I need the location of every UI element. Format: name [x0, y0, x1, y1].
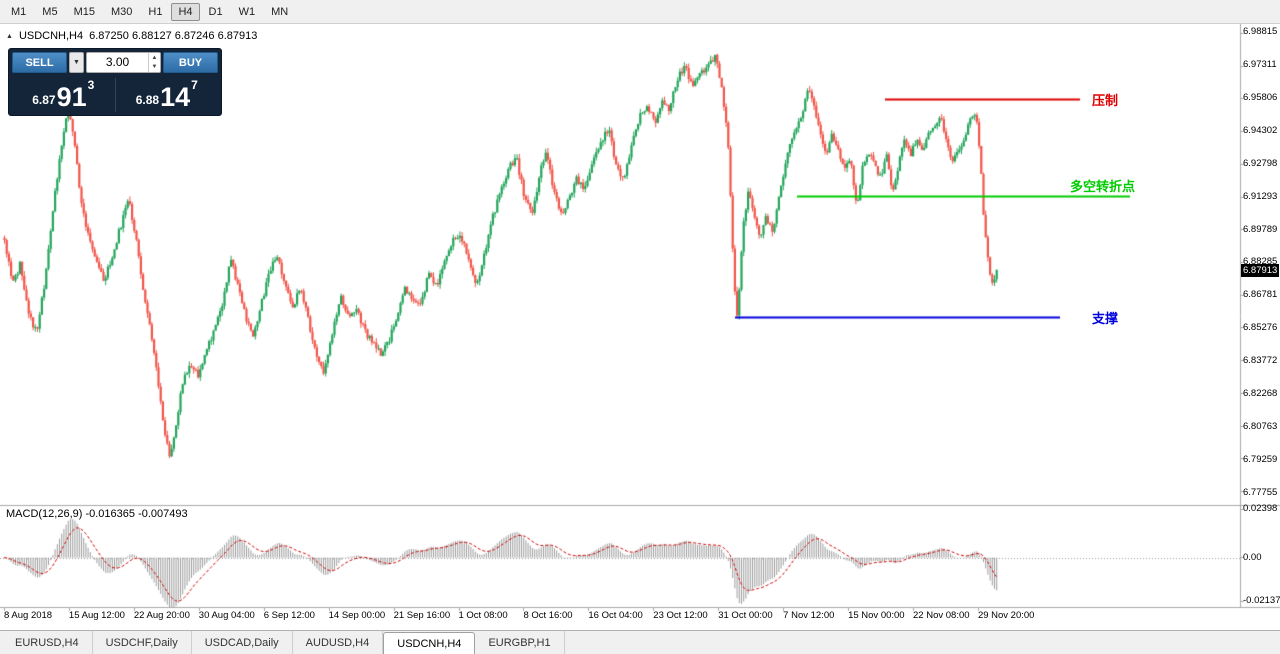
spin-up-icon[interactable]: ▲: [151, 54, 158, 61]
pivot-annotation: 多空转折点: [1070, 179, 1136, 194]
price-axis-label: 6.94302: [1243, 124, 1278, 136]
time-axis-label: 22 Nov 08:00: [913, 610, 970, 621]
spin-down-icon[interactable]: ▼: [151, 64, 158, 71]
time-axis-label: 31 Oct 00:00: [718, 610, 773, 621]
price-axis-label: 6.83772: [1243, 355, 1278, 367]
chevron-down-icon: ▼: [73, 59, 80, 66]
buy-price-prefix: 6.88: [135, 93, 160, 107]
timeframe-toolbar: M1 M5 M15 M30 H1 H4 D1 W1 MN: [0, 0, 1280, 24]
price-axis-label: 6.91293: [1243, 190, 1278, 202]
volume-dropdown-button[interactable]: ▼: [69, 52, 84, 73]
macd-indicator-label: MACD(12,26,9) -0.016365 -0.007493: [6, 508, 188, 520]
sell-button[interactable]: SELL: [12, 52, 67, 73]
buy-price-pip: 7: [191, 78, 198, 92]
timeframe-button[interactable]: M15: [73, 5, 95, 18]
timeframe-button[interactable]: D1: [208, 5, 223, 18]
timeframe-button[interactable]: H4: [171, 2, 200, 21]
chart-tab-bar: EURUSD,H4 USDCHF,Daily USDCAD,Daily AUDUSD,…: [0, 630, 1280, 654]
price-axis[interactable]: 6.98815 6.97311 6.95806 6.94302 6.92798 6.912…: [1243, 27, 1279, 498]
time-axis-label: 30 Aug 04:00: [198, 610, 255, 621]
volume-stepper: ▲ ▼: [148, 53, 160, 72]
chart-tab[interactable]: EURGBP,H1: [475, 631, 565, 654]
price-axis-label: 6.88285: [1243, 256, 1278, 268]
macd-axis-top-label: 0.02398: [1243, 503, 1278, 514]
chart-ohlc-values: 6.87250 6.88127 6.87246 6.87913: [89, 30, 258, 42]
time-axis-label: 8 Oct 16:00: [523, 610, 573, 621]
chart-tab[interactable]: AUDUSD,H4: [293, 631, 384, 654]
chart-tab[interactable]: USDCHF,Daily: [93, 631, 192, 654]
price-axis-label: 6.89789: [1243, 223, 1278, 235]
time-axis-label: 7 Nov 12:00: [783, 610, 835, 621]
current-price-box: 6.87913: [1241, 264, 1279, 277]
sell-price-big: 91: [56, 82, 87, 112]
sell-price-prefix: 6.87: [32, 93, 56, 107]
price-axis-label: 6.98815: [1243, 26, 1278, 37]
chart-workspace: ▲ USDCNH,H4 6.87250 6.88127 6.87246 6.87…: [0, 24, 1280, 630]
resistance-annotation: 压制: [1092, 93, 1119, 108]
time-axis-label: 6 Sep 12:00: [263, 610, 315, 621]
one-click-trading-panel: SELL ▼ 3.00 ▲ ▼ BUY 6.87 91 3 6.88: [8, 48, 222, 116]
macd-axis-zero-label: 0.00: [1243, 552, 1262, 563]
time-axis[interactable]: 8 Aug 2018 15 Aug 12:00 22 Aug 20:00 30 Aug…: [0, 610, 1240, 630]
buy-button[interactable]: BUY: [163, 52, 218, 73]
chart-tab[interactable]: USDCNH,H4: [383, 632, 476, 654]
time-axis-label: 1 Oct 08:00: [458, 610, 508, 621]
price-axis-label: 6.95806: [1243, 91, 1278, 103]
sell-price-display: 6.87 91 3: [12, 75, 115, 112]
time-axis-label: 14 Sep 00:00: [328, 610, 386, 621]
timeframe-button[interactable]: M1: [11, 5, 27, 18]
price-axis-label: 6.79259: [1243, 453, 1278, 465]
time-axis-label: 21 Sep 16:00: [393, 610, 451, 621]
buy-price-big: 14: [160, 82, 191, 112]
price-axis-label: 6.85276: [1243, 322, 1278, 334]
time-axis-label: 15 Aug 12:00: [68, 610, 125, 621]
time-axis-label: 15 Nov 00:00: [848, 610, 905, 621]
time-axis-label: 29 Nov 20:00: [977, 610, 1035, 621]
price-axis-label: 6.86781: [1243, 289, 1278, 301]
time-axis-label: 8 Aug 2018: [4, 610, 53, 621]
sell-price-pip: 3: [87, 78, 95, 92]
time-axis-label: 16 Oct 04:00: [588, 610, 643, 621]
one-click-collapse-icon[interactable]: ▲: [6, 32, 13, 40]
price-axis-label: 6.77755: [1243, 486, 1278, 498]
volume-field[interactable]: 3.00 ▲ ▼: [86, 52, 161, 73]
macd-axis-bottom-label: -0.02137: [1243, 595, 1280, 606]
time-axis-label: 22 Aug 20:00: [133, 610, 190, 621]
timeframe-button[interactable]: MN: [271, 5, 289, 18]
price-axis-label: 6.80763: [1243, 421, 1278, 433]
chart-symbol-period: USDCNH,H4: [18, 30, 84, 42]
volume-value[interactable]: 3.00: [105, 55, 130, 69]
timeframe-button[interactable]: H1: [148, 5, 163, 18]
candlestick-chart-canvas[interactable]: [0, 24, 1280, 630]
timeframe-button[interactable]: W1: [238, 5, 256, 18]
support-annotation: 支撑: [1092, 311, 1119, 326]
price-divider: [114, 78, 116, 112]
chart-tab[interactable]: EURUSD,H4: [2, 631, 93, 654]
buy-price-display: 6.88 14 7: [116, 75, 219, 112]
chart-title: ▲ USDCNH,H4 6.87250 6.88127 6.87246 6.87…: [6, 30, 257, 42]
time-axis-label: 23 Oct 12:00: [653, 610, 708, 621]
timeframe-button[interactable]: M30: [110, 5, 133, 18]
price-axis-label: 6.97311: [1243, 58, 1277, 70]
chart-tab[interactable]: USDCAD,Daily: [192, 631, 293, 654]
price-axis-label: 6.92798: [1243, 157, 1278, 169]
timeframe-button[interactable]: M5: [42, 5, 58, 18]
price-axis-label: 6.82268: [1243, 388, 1278, 400]
